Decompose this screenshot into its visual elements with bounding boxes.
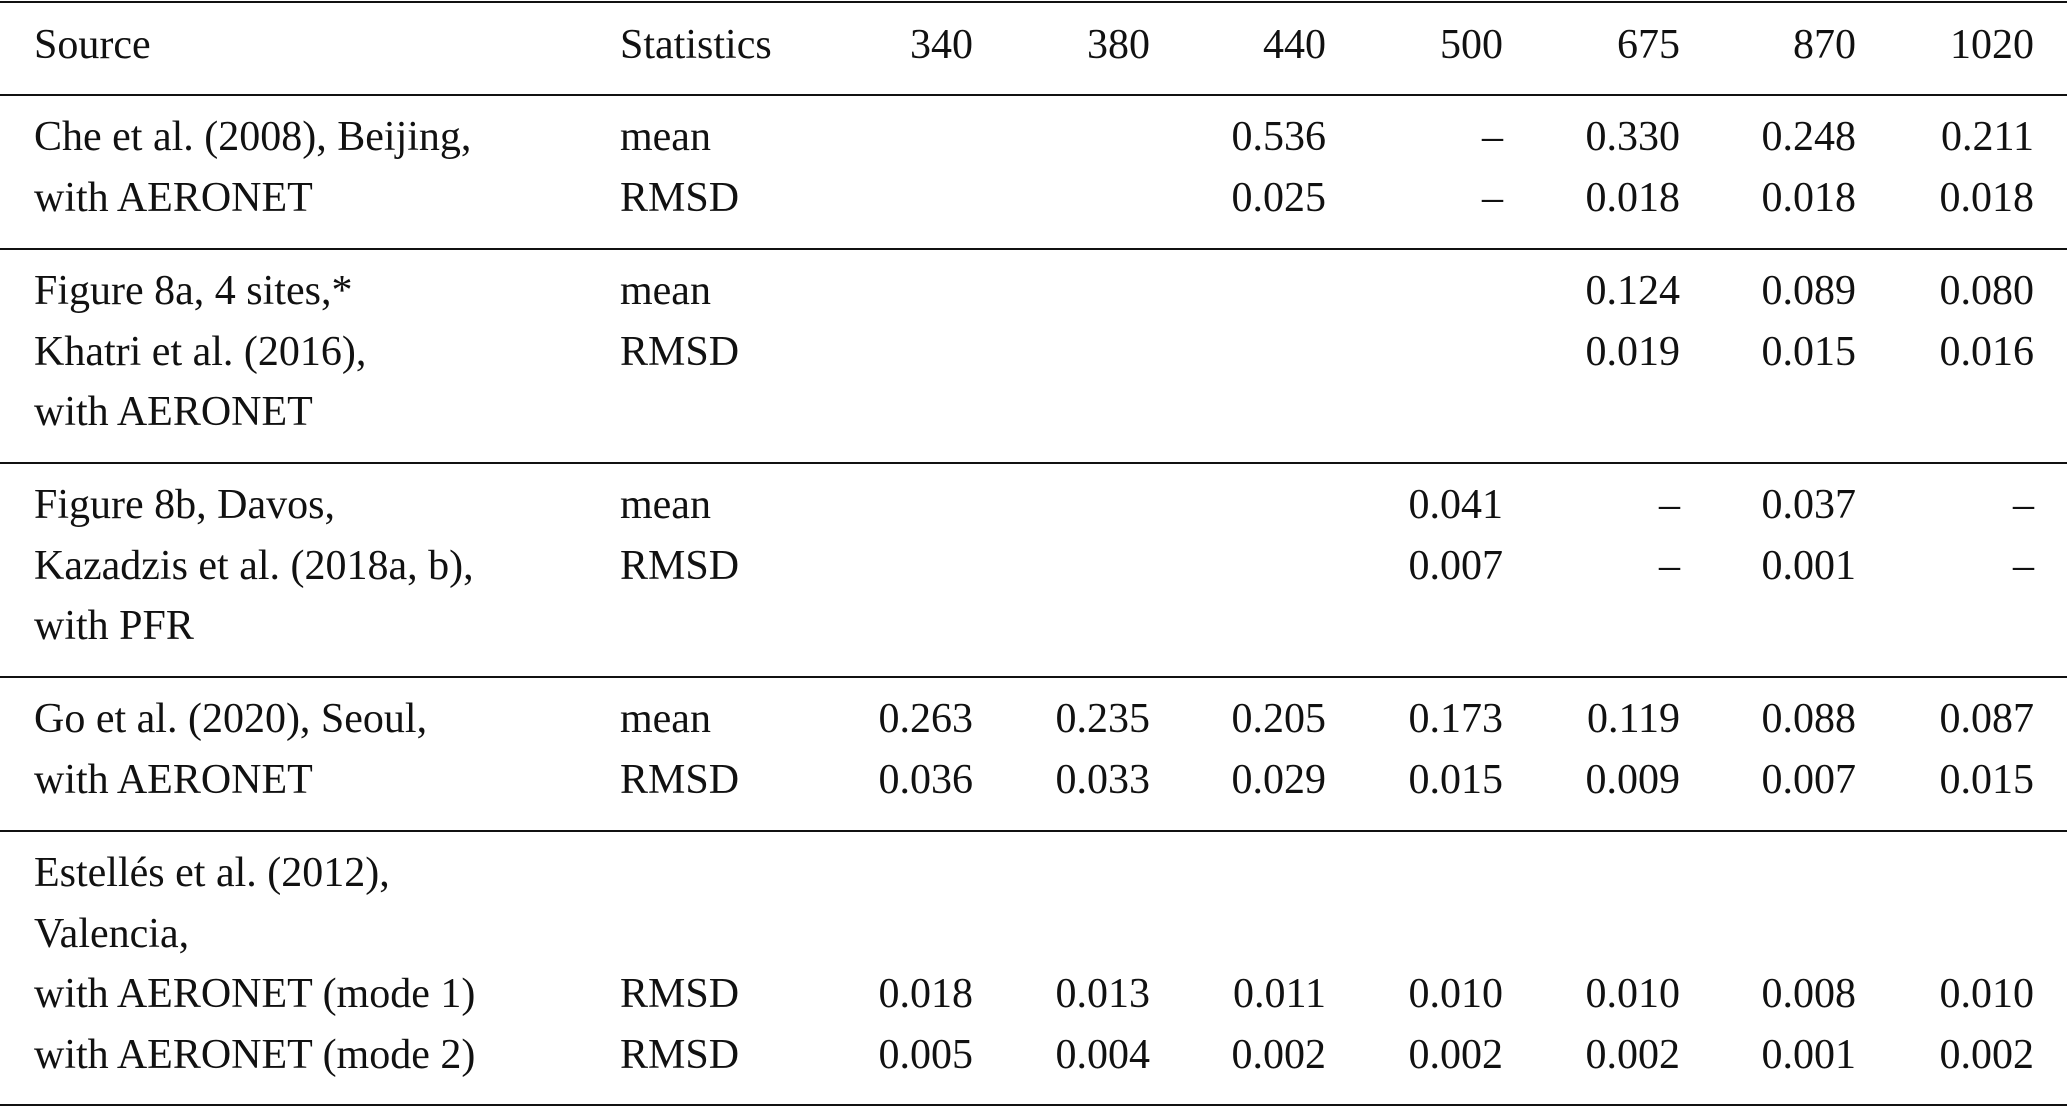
- value-cell: 0.010: [1585, 971, 1681, 1018]
- value-cell: 0.010: [1408, 971, 1504, 1018]
- source-cell: Figure 8a, 4 sites,*: [34, 268, 353, 314]
- value-cell: 0.005: [878, 1031, 974, 1078]
- value-cell: –: [1482, 174, 1503, 221]
- value-cell: –: [1659, 482, 1680, 528]
- value-cell: 0.235: [1055, 696, 1151, 742]
- top-rule: [0, 1, 2067, 3]
- value-cell: 0.010: [1939, 971, 2035, 1018]
- value-cell: 0.008: [1761, 971, 1857, 1018]
- header-rule: [0, 94, 2067, 96]
- value-cell: 0.015: [1939, 756, 2035, 803]
- value-cell: 0.211: [1941, 114, 2034, 160]
- source-cell: Valencia,: [34, 910, 190, 957]
- group-rule: [0, 248, 2067, 250]
- bottom-rule: [0, 1104, 2067, 1106]
- value-cell: 0.002: [1585, 1031, 1681, 1078]
- value-cell: 0.087: [1939, 696, 2035, 742]
- source-cell: Go et al. (2020), Seoul,: [34, 696, 428, 742]
- header-cell: 340: [910, 22, 973, 68]
- value-cell: 0.015: [1408, 756, 1504, 803]
- source-cell: with AERONET (mode 1): [34, 971, 476, 1018]
- value-cell: 0.002: [1408, 1031, 1504, 1078]
- source-cell: with AERONET: [34, 756, 313, 803]
- header-cell: 440: [1263, 22, 1326, 68]
- value-cell: 0.007: [1761, 756, 1857, 803]
- group-rule: [0, 676, 2067, 678]
- statistics-cell: mean: [620, 114, 711, 160]
- value-cell: 0.018: [878, 971, 974, 1018]
- value-cell: 0.025: [1231, 174, 1327, 221]
- value-cell: 0.001: [1761, 542, 1857, 589]
- value-cell: 0.015: [1761, 328, 1857, 375]
- statistics-cell: RMSD: [620, 174, 740, 221]
- value-cell: 0.089: [1761, 268, 1857, 314]
- statistics-cell: RMSD: [620, 971, 740, 1018]
- value-cell: 0.033: [1055, 756, 1151, 803]
- value-cell: 0.004: [1055, 1031, 1151, 1078]
- value-cell: 0.119: [1587, 696, 1680, 742]
- value-cell: 0.016: [1939, 328, 2035, 375]
- source-cell: Khatri et al. (2016),: [34, 328, 367, 375]
- value-cell: 0.205: [1231, 696, 1327, 742]
- source-cell: Kazadzis et al. (2018a, b),: [34, 542, 474, 589]
- value-cell: –: [1482, 114, 1503, 160]
- group-rule: [0, 830, 2067, 832]
- source-cell: Estellés et al. (2012),: [34, 850, 390, 896]
- header-cell: 675: [1617, 22, 1680, 68]
- value-cell: 0.263: [878, 696, 974, 742]
- value-cell: 0.036: [878, 756, 974, 803]
- statistics-cell: RMSD: [620, 328, 740, 375]
- source-cell: Che et al. (2008), Beijing,: [34, 114, 472, 160]
- source-cell: with AERONET: [34, 389, 313, 436]
- statistics-cell: RMSD: [620, 542, 740, 589]
- value-cell: –: [2013, 482, 2034, 528]
- value-cell: 0.088: [1761, 696, 1857, 742]
- value-cell: 0.013: [1055, 971, 1151, 1018]
- value-cell: 0.536: [1231, 114, 1327, 160]
- source-cell: with AERONET: [34, 174, 313, 221]
- value-cell: 0.019: [1585, 328, 1681, 375]
- source-cell: with PFR: [34, 603, 194, 650]
- value-cell: 0.002: [1231, 1031, 1327, 1078]
- value-cell: –: [2013, 542, 2034, 589]
- statistics-cell: mean: [620, 696, 711, 742]
- value-cell: 0.007: [1408, 542, 1504, 589]
- statistics-cell: RMSD: [620, 1031, 740, 1078]
- header-cell: Source: [34, 22, 151, 68]
- value-cell: 0.029: [1231, 756, 1327, 803]
- value-cell: 0.018: [1939, 174, 2035, 221]
- value-cell: 0.080: [1939, 268, 2035, 314]
- header-cell: Statistics: [620, 22, 772, 68]
- value-cell: 0.041: [1408, 482, 1504, 528]
- statistics-cell: mean: [620, 482, 711, 528]
- value-cell: 0.037: [1761, 482, 1857, 528]
- value-cell: 0.018: [1761, 174, 1857, 221]
- value-cell: 0.124: [1585, 268, 1681, 314]
- value-cell: 0.002: [1939, 1031, 2035, 1078]
- statistics-cell: RMSD: [620, 756, 740, 803]
- statistics-cell: mean: [620, 268, 711, 314]
- group-rule: [0, 462, 2067, 464]
- value-cell: 0.173: [1408, 696, 1504, 742]
- header-cell: 1020: [1950, 22, 2034, 68]
- value-cell: 0.018: [1585, 174, 1681, 221]
- value-cell: 0.248: [1761, 114, 1857, 160]
- header-cell: 380: [1087, 22, 1150, 68]
- header-cell: 500: [1440, 22, 1503, 68]
- value-cell: 0.011: [1233, 971, 1326, 1018]
- source-cell: with AERONET (mode 2): [34, 1031, 476, 1078]
- value-cell: 0.009: [1585, 756, 1681, 803]
- source-cell: Figure 8b, Davos,: [34, 482, 335, 528]
- value-cell: –: [1659, 542, 1680, 589]
- value-cell: 0.001: [1761, 1031, 1857, 1078]
- header-cell: 870: [1793, 22, 1856, 68]
- value-cell: 0.330: [1585, 114, 1681, 160]
